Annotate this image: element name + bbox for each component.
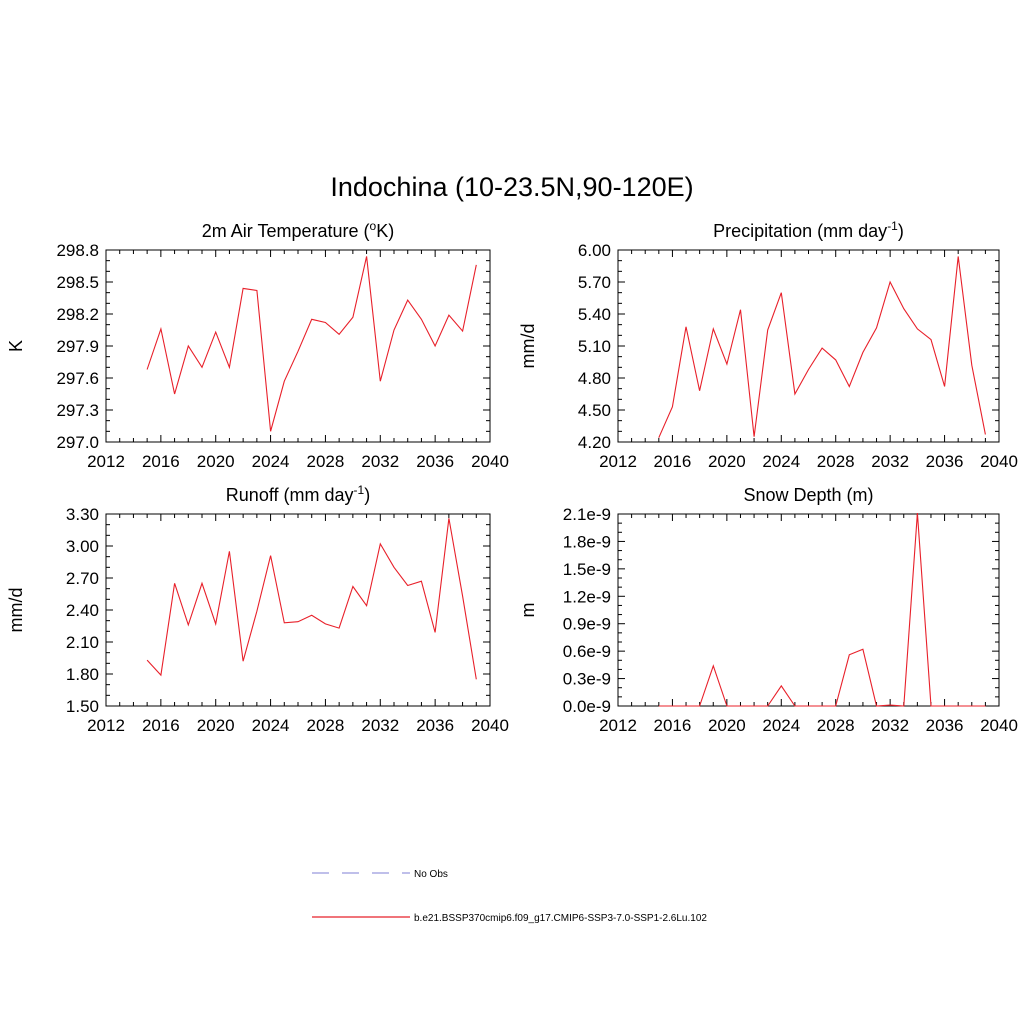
series-line [146,256,477,432]
panel-title-end: ) [898,221,904,241]
x-tick-label: 2040 [980,716,1018,735]
y-axis-label: mm/d [518,324,538,369]
y-tick-label: 0.3e-9 [563,670,611,689]
plot-frame [105,513,491,707]
x-tick-label: 2024 [252,452,290,471]
y-axis-label: K [6,340,26,352]
y-tick-label: 0.9e-9 [563,615,611,634]
x-tick-label: 2020 [708,452,746,471]
panels: 2m Air Temperature (oK) K 2012 2016 2020 2024… [6,219,1018,735]
panel-title-superscript: -1 [354,483,365,497]
y-tick-label: 2.70 [66,569,99,588]
x-tick-label: 2028 [307,716,345,735]
panel-title-end: K) [376,221,394,241]
x-tick-label: 2028 [817,452,855,471]
legend-label: b.e21.BSSP370cmip6.f09_g17.CMIP6-SSP3-7.… [414,913,707,924]
x-tick-label: 2036 [926,452,964,471]
panel-title: 2m Air Temperature (oK) [202,219,394,241]
x-tick-label: 2036 [416,452,454,471]
y-axis-label: m [518,603,538,618]
y-tick-label: 2.1e-9 [563,505,611,524]
y-tick-label: 297.0 [56,433,99,452]
y-tick-label: 2.10 [66,633,99,652]
x-tick-label: 2016 [142,716,180,735]
panel-snow-depth: Snow Depth (m) m 2012 2016 2020 2024 2028 2032 2… [518,485,1018,735]
panel-title-text: Precipitation (mm day [713,221,887,241]
x-tick-label: 2028 [307,452,345,471]
x-tick-label: 2032 [871,716,909,735]
panel-title: Runoff (mm day-1) [226,483,370,505]
panel-temperature: 2m Air Temperature (oK) K 2012 2016 2020 2024… [6,219,509,471]
x-tick-label: 2012 [599,716,637,735]
y-tick-label: 5.70 [578,273,611,292]
panel-precipitation: Precipitation (mm day-1) mm/d 2012 2016 2020… [518,219,1018,471]
panel-title-text: Snow Depth (m) [743,485,873,505]
y-tick-label: 1.80 [66,665,99,684]
x-tick-label: 2020 [197,716,235,735]
plot-frame [617,513,1000,707]
y-tick-label: 298.5 [56,273,99,292]
x-tick-label: 2032 [361,716,399,735]
panel-title-superscript: -1 [887,219,898,233]
x-tick-label: 2012 [87,716,125,735]
x-tick-label: 2016 [654,452,692,471]
panel-title-end: ) [364,485,370,505]
x-tick-label: 2020 [708,716,746,735]
x-tick-label: 2032 [871,452,909,471]
y-tick-label: 1.2e-9 [563,587,611,606]
panel-title-text: 2m Air Temperature ( [202,221,370,241]
panel-title-superscript: o [370,219,377,233]
y-tick-label: 0.0e-9 [563,697,611,716]
y-tick-label: 0.6e-9 [563,642,611,661]
x-tick-label: 2040 [980,452,1018,471]
y-tick-label: 5.40 [578,305,611,324]
series-line [146,518,477,680]
x-tick-label: 2032 [361,452,399,471]
y-tick-label: 1.50 [66,697,99,716]
x-tick-label: 2016 [654,716,692,735]
y-tick-label: 297.6 [56,369,99,388]
x-tick-label: 2040 [471,716,509,735]
x-tick-label: 2036 [416,716,454,735]
y-tick-label: 298.8 [56,241,99,260]
series-line [658,256,986,438]
x-tick-label: 2024 [762,716,800,735]
y-tick-label: 298.2 [56,305,99,324]
panel-title-text: Runoff (mm day [226,485,354,505]
y-tick-label: 5.10 [578,337,611,356]
legend: No Obs b.e21.BSSP370cmip6.f09_g17.CMIP6-S… [312,869,707,924]
x-tick-label: 2028 [817,716,855,735]
series-line [658,513,986,707]
y-tick-label: 2.40 [66,601,99,620]
x-tick-label: 2040 [471,452,509,471]
x-tick-label: 2012 [599,452,637,471]
panel-title: Snow Depth (m) [743,485,873,505]
panel-runoff: Runoff (mm day-1) mm/d 2012 2016 2020 2024 202… [6,483,509,735]
y-tick-label: 297.9 [56,337,99,356]
main-title: Indochina (10-23.5N,90-120E) [330,172,693,202]
x-tick-label: 2012 [87,452,125,471]
y-tick-label: 4.80 [578,369,611,388]
x-tick-label: 2036 [926,716,964,735]
y-tick-label: 3.30 [66,505,99,524]
panel-title: Precipitation (mm day-1) [713,219,904,241]
y-tick-label: 1.8e-9 [563,532,611,551]
x-tick-label: 2016 [142,452,180,471]
plot-frame [105,249,491,443]
y-tick-label: 4.50 [578,401,611,420]
plot-frame [617,249,1000,443]
y-tick-label: 4.20 [578,433,611,452]
x-tick-label: 2024 [252,716,290,735]
x-tick-label: 2024 [762,452,800,471]
x-tick-label: 2020 [197,452,235,471]
y-tick-label: 1.5e-9 [563,560,611,579]
legend-label: No Obs [414,869,448,880]
y-tick-label: 297.3 [56,401,99,420]
y-tick-label: 6.00 [578,241,611,260]
y-tick-label: 3.00 [66,537,99,556]
y-axis-label: mm/d [6,588,26,633]
